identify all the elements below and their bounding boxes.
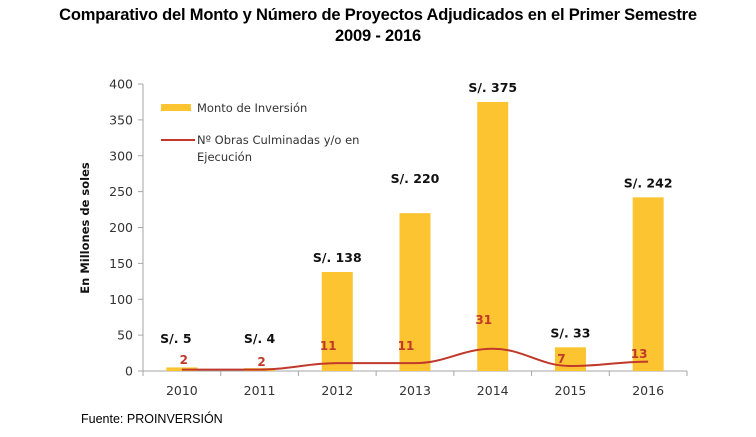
y-tick-label: 400: [109, 77, 133, 92]
bar: [477, 101, 509, 371]
bar-value-label: S/. 242: [624, 175, 673, 190]
y-tick-label: 0: [125, 364, 133, 379]
bar-value-label: S/. 4: [244, 331, 276, 346]
legend-label-line-1: Nº Obras Culminadas y/o en: [197, 133, 359, 147]
bar-value-label: S/. 220: [391, 171, 440, 186]
x-tick-label: 2011: [244, 383, 276, 398]
y-tick-label: 150: [109, 256, 133, 271]
bar: [321, 271, 353, 371]
line-value-label: 2: [257, 355, 265, 369]
y-tick-label: 250: [109, 184, 133, 199]
y-tick-label: 50: [117, 328, 133, 343]
bar-value-label: S/. 5: [160, 331, 191, 346]
line-value-label: 11: [398, 339, 415, 353]
source-note: Fuente: PROINVERSIÓN: [81, 412, 223, 426]
legend-label-bar: Monto de Inversión: [197, 101, 307, 115]
x-tick-label: 2012: [321, 383, 353, 398]
legend: Monto de Inversión Nº Obras Culminadas y…: [161, 101, 359, 164]
line-value-label: 31: [475, 313, 492, 327]
legend-label-line-2: Ejecución: [197, 150, 252, 164]
line-path: [181, 347, 649, 371]
y-axis-label: En Millones de soles: [78, 162, 92, 294]
y-tick-label: 100: [109, 292, 133, 307]
legend-swatch-bar: [161, 104, 191, 111]
line-series: [181, 347, 649, 371]
chart-title-line2: 2009 - 2016: [335, 27, 421, 45]
line-value-label: 13: [631, 347, 648, 361]
y-axis: 0 50 100 150 200 250 300 350 400: [109, 77, 144, 379]
x-tick-label: 2010: [166, 383, 198, 398]
line-value-label: 11: [320, 339, 337, 353]
chart-title: Comparativo del Monto y Número de Proyec…: [0, 5, 756, 47]
line-value-label: 7: [557, 352, 565, 366]
x-axis: 2010 2011 2012 2013 2014 2015 2016: [142, 370, 688, 398]
bar-value-label: S/. 375: [468, 80, 517, 95]
x-tick-label: 2015: [555, 383, 587, 398]
x-tick-label: 2013: [399, 383, 431, 398]
bar: [632, 197, 664, 371]
line-value-label: 2: [180, 353, 188, 367]
chart-title-line1: Comparativo del Monto y Número de Proyec…: [59, 6, 697, 24]
y-tick-label: 350: [109, 112, 133, 127]
x-tick-label: 2014: [477, 383, 509, 398]
bar-value-label: S/. 138: [313, 250, 362, 265]
y-tick-label: 200: [109, 220, 133, 235]
data-labels: S/. 5 S/. 4 S/. 138 S/. 220 S/. 375 S/. 33 S/.…: [160, 80, 672, 369]
x-tick-label: 2016: [632, 383, 664, 398]
bar-value-label: S/. 33: [550, 325, 590, 340]
bar: [399, 213, 431, 371]
y-tick-label: 300: [109, 148, 133, 163]
